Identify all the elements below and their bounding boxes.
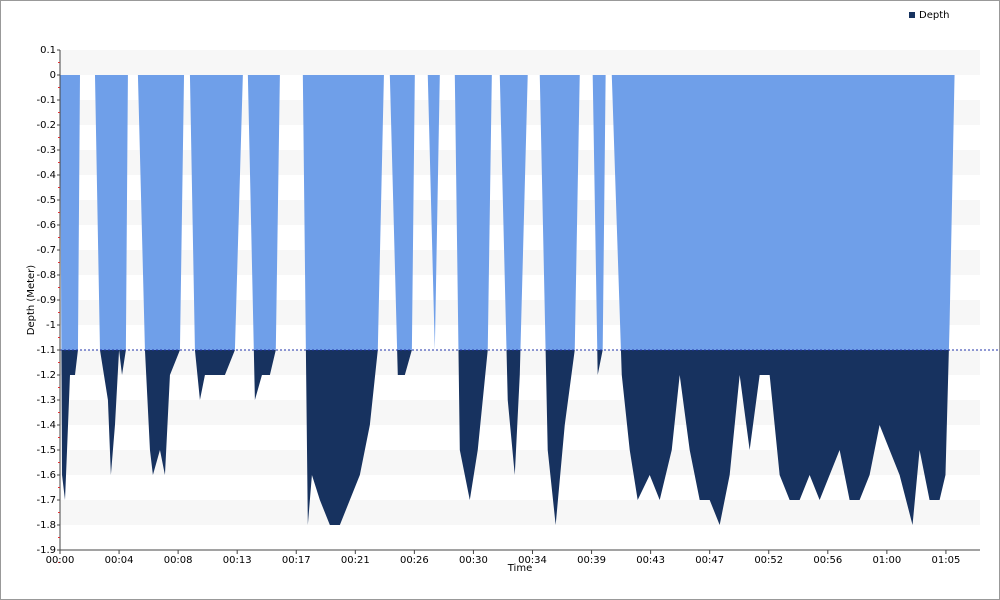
x-tick-label: 00:56 [813,555,842,566]
x-tick-label: 00:43 [636,555,665,566]
y-tick-label: -0.5 [36,195,56,206]
x-tick-label: 00:17 [282,555,311,566]
grid-band [60,50,980,75]
y-tick-label: -0.7 [36,245,56,256]
y-tick-label: -1.8 [36,520,56,531]
legend-swatch [909,12,915,18]
x-tick-label: 00:34 [518,555,547,566]
y-tick-label: -1.7 [36,495,56,506]
y-tick-label: -0.1 [36,95,56,106]
y-tick-label: 0 [50,70,56,81]
grid-band [60,500,980,525]
area-above [60,75,955,350]
x-tick-label: 00:13 [223,555,252,566]
x-tick-label: 00:00 [46,555,75,566]
area-below [61,350,949,525]
y-tick-label: -1.2 [36,370,56,381]
y-tick-label: -1.1 [36,345,56,356]
x-tick-label: 00:21 [341,555,370,566]
y-tick-label: -1.5 [36,445,56,456]
x-tick-label: 01:00 [872,555,901,566]
y-tick-label: -0.2 [36,120,56,131]
y-tick-label: -0.3 [36,145,56,156]
y-tick-label: -0.4 [36,170,56,181]
y-tick-label: -0.6 [36,220,56,231]
y-tick-label: 0.1 [40,45,56,56]
y-tick-label: -1.6 [36,470,56,481]
legend-label: Depth [919,10,949,21]
x-tick-label: 00:04 [105,555,134,566]
y-tick-label: -0.9 [36,295,56,306]
x-tick-label: 00:39 [577,555,606,566]
y-tick-label: -0.8 [36,270,56,281]
x-tick-label: 00:52 [754,555,783,566]
y-tick-label: -1.9 [36,545,56,556]
y-tick-label: -1.3 [36,395,56,406]
x-axis-label: Time [507,563,532,574]
x-tick-label: 00:08 [164,555,193,566]
y-tick-label: -1.4 [36,420,56,431]
x-tick-label: 00:30 [459,555,488,566]
x-tick-label: 00:26 [400,555,429,566]
y-tick-label: -1 [46,320,56,331]
y-axis-label: Depth (Meter) [26,265,37,336]
x-tick-label: 01:05 [932,555,961,566]
x-tick-label: 00:47 [695,555,724,566]
